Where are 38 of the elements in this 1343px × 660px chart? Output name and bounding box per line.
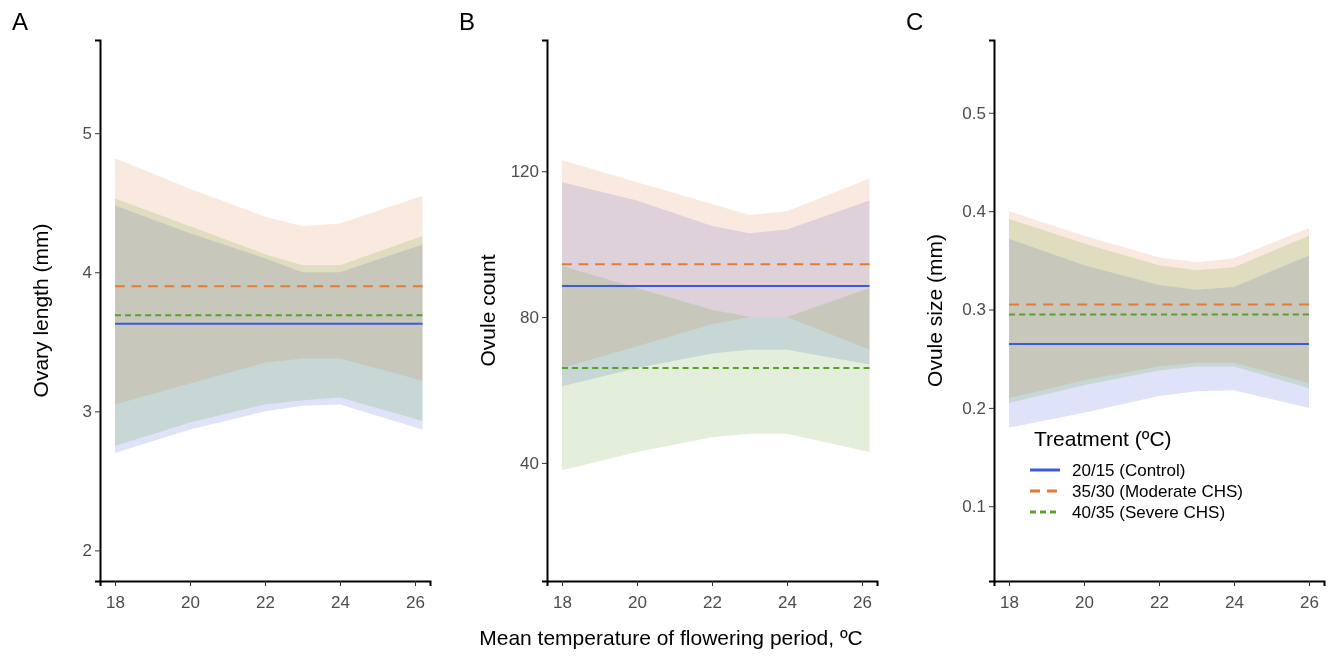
x-tick-label: 22 [256, 592, 275, 612]
y-axis-title: Ovule count [476, 254, 499, 367]
x-tick-label: 22 [703, 592, 722, 612]
x-tick-label: 18 [553, 592, 572, 612]
x-tick-label: 20 [1075, 592, 1094, 612]
x-tick-label: 26 [853, 592, 872, 612]
y-tick-label: 2 [82, 541, 92, 561]
x-tick-label: 24 [1225, 592, 1244, 612]
chart-title: C [906, 8, 924, 35]
y-tick-label: 0.2 [962, 398, 986, 418]
x-tick-label: 24 [331, 592, 350, 612]
chart-title: A [12, 8, 29, 35]
legend-title: Treatment (ºC) [1034, 427, 1172, 450]
x-tick-label: 24 [778, 592, 797, 612]
x-tick-label: 18 [1000, 592, 1019, 612]
y-axis-title: Ovule size (mm) [923, 234, 946, 387]
legend-label: 35/30 (Moderate CHS) [1072, 482, 1244, 501]
y-tick-label: 0.3 [962, 300, 986, 320]
y-tick-label: 0.4 [962, 202, 986, 222]
x-axis-title: Mean temperature of flowering period, ºC [479, 626, 863, 649]
legend-label: 40/35 (Severe CHS) [1072, 503, 1226, 522]
y-tick-label: 40 [520, 453, 539, 473]
y-tick-label: 0.1 [962, 497, 986, 517]
y-tick-label: 3 [82, 402, 92, 422]
y-tick-label: 0.5 [962, 103, 986, 123]
x-tick-label: 22 [1150, 592, 1169, 612]
y-tick-label: 120 [510, 162, 539, 182]
x-tick-label: 26 [1300, 592, 1319, 612]
y-tick-label: 5 [82, 124, 92, 144]
x-tick-label: 26 [406, 592, 425, 612]
y-tick-label: 80 [520, 308, 539, 327]
y-tick-label: 4 [82, 263, 92, 283]
legend-label: 20/15 (Control) [1072, 461, 1186, 480]
x-tick-label: 18 [106, 592, 125, 612]
x-tick-label: 20 [628, 592, 647, 612]
chart-title: B [459, 8, 476, 35]
x-tick-label: 20 [181, 592, 200, 612]
y-axis-title: Ovary length (mm) [29, 223, 52, 398]
